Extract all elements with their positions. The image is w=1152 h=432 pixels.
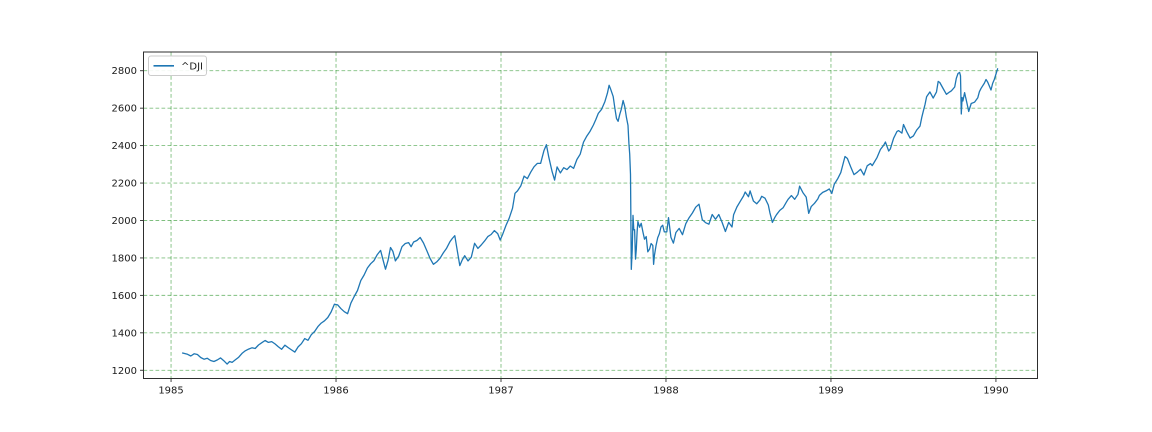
x-tick-label: 1985 (158, 386, 183, 397)
y-tick-label: 1400 (112, 328, 137, 339)
x-tick-label: 1986 (323, 386, 348, 397)
legend-label: ^DJI (181, 61, 203, 72)
y-tick-label: 1800 (112, 253, 137, 264)
dji-line (181, 68, 999, 365)
x-tick-label: 1988 (653, 386, 678, 397)
x-tick-label: 1989 (818, 386, 843, 397)
y-tick-label: 2400 (112, 141, 137, 152)
legend: ^DJI (148, 55, 207, 76)
x-tick-label: 1987 (488, 386, 513, 397)
y-tick-labels: 1200 1400 1600 1800 2000 2200 2400 2600 2800 (112, 66, 137, 377)
x-tick-label: 1990 (983, 386, 1008, 397)
plot-border (143, 51, 1038, 379)
y-tick-label: 2800 (112, 66, 137, 77)
y-tick-label: 2600 (112, 104, 137, 115)
legend-box (148, 55, 207, 76)
x-tick-labels: 1985 1986 1987 1988 1989 1990 (158, 386, 1008, 397)
gridlines (143, 52, 1038, 379)
y-tick-label: 2000 (112, 216, 137, 227)
y-tick-label: 1200 (112, 366, 137, 377)
y-tick-label: 2200 (112, 179, 137, 190)
y-tick-label: 1600 (112, 291, 137, 302)
axis-ticks (140, 70, 997, 382)
